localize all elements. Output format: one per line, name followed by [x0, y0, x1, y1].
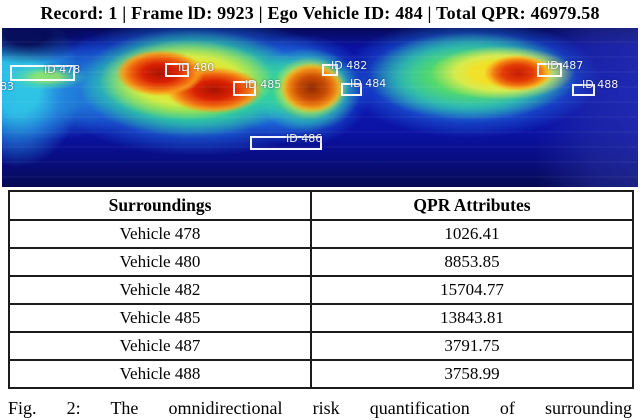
vehicle-id-label-partial-483: 83	[2, 80, 14, 93]
table-row: Vehicle 488 3758.99	[8, 359, 634, 389]
table-row: Vehicle 482 15704.77	[8, 275, 634, 305]
qpr-value-cell: 1026.41	[310, 219, 634, 249]
vehicle-id-label-id-482: ID 482	[331, 59, 368, 72]
vehicle-cell: Vehicle 480	[8, 247, 312, 277]
vehicle-bounding-box-id-484	[341, 83, 362, 96]
table-row: Vehicle 487 3791.75	[8, 331, 634, 361]
qpr-attributes-column-header: QPR Attributes	[310, 190, 634, 221]
figure-header-text: Record: 1 | Frame lD: 9923 | Ego Vehicle…	[40, 3, 600, 23]
qpr-table: Surroundings QPR Attributes Vehicle 478 1…	[8, 190, 634, 389]
table-row: Vehicle 485 13843.81	[8, 303, 634, 333]
vehicle-id-label-id-485: ID 485	[245, 78, 282, 91]
figure-caption: Fig. 2: The omnidirectional risk quantif…	[8, 398, 632, 418]
vehicle-bounding-box-id-487	[537, 63, 562, 77]
qpr-value-cell: 15704.77	[310, 275, 634, 305]
vehicle-id-label-id-484: ID 484	[350, 77, 387, 90]
vehicle-bounding-box-id-485	[233, 81, 256, 96]
surroundings-column-header: Surroundings	[8, 190, 312, 221]
vehicle-id-label-id-487: ID 487	[547, 59, 584, 72]
qpr-value-cell: 13843.81	[310, 303, 634, 333]
vehicle-bounding-box-id-488	[572, 84, 595, 96]
table-header-row: Surroundings QPR Attributes	[8, 190, 634, 221]
vehicle-id-label-id-486: ID 486	[286, 132, 323, 145]
qpr-value-cell: 3758.99	[310, 359, 634, 389]
qpr-value-cell: 8853.85	[310, 247, 634, 277]
vehicle-cell: Vehicle 488	[8, 359, 312, 389]
vehicle-id-label-id-488: ID 488	[582, 78, 619, 91]
vehicle-id-label-id-480: ID 480	[178, 61, 215, 74]
risk-heatmap: ID 478 ID 480 ID 485 ID 482 ID 484 ID 486 ID 4…	[2, 28, 638, 187]
vehicle-cell: Vehicle 482	[8, 275, 312, 305]
table-row: Vehicle 480 8853.85	[8, 247, 634, 277]
vehicle-cell: Vehicle 478	[8, 219, 312, 249]
vehicle-id-label-id-478: ID 478	[44, 63, 81, 76]
vehicle-bounding-box-id-478	[10, 65, 75, 81]
vehicle-cell: Vehicle 487	[8, 331, 312, 361]
vehicle-bounding-box-id-486	[250, 136, 322, 150]
table-row: Vehicle 478 1026.41	[8, 219, 634, 249]
vehicle-cell: Vehicle 485	[8, 303, 312, 333]
vehicle-bounding-box-id-482	[322, 64, 338, 76]
qpr-value-cell: 3791.75	[310, 331, 634, 361]
vehicle-bounding-box-id-480	[165, 63, 189, 77]
